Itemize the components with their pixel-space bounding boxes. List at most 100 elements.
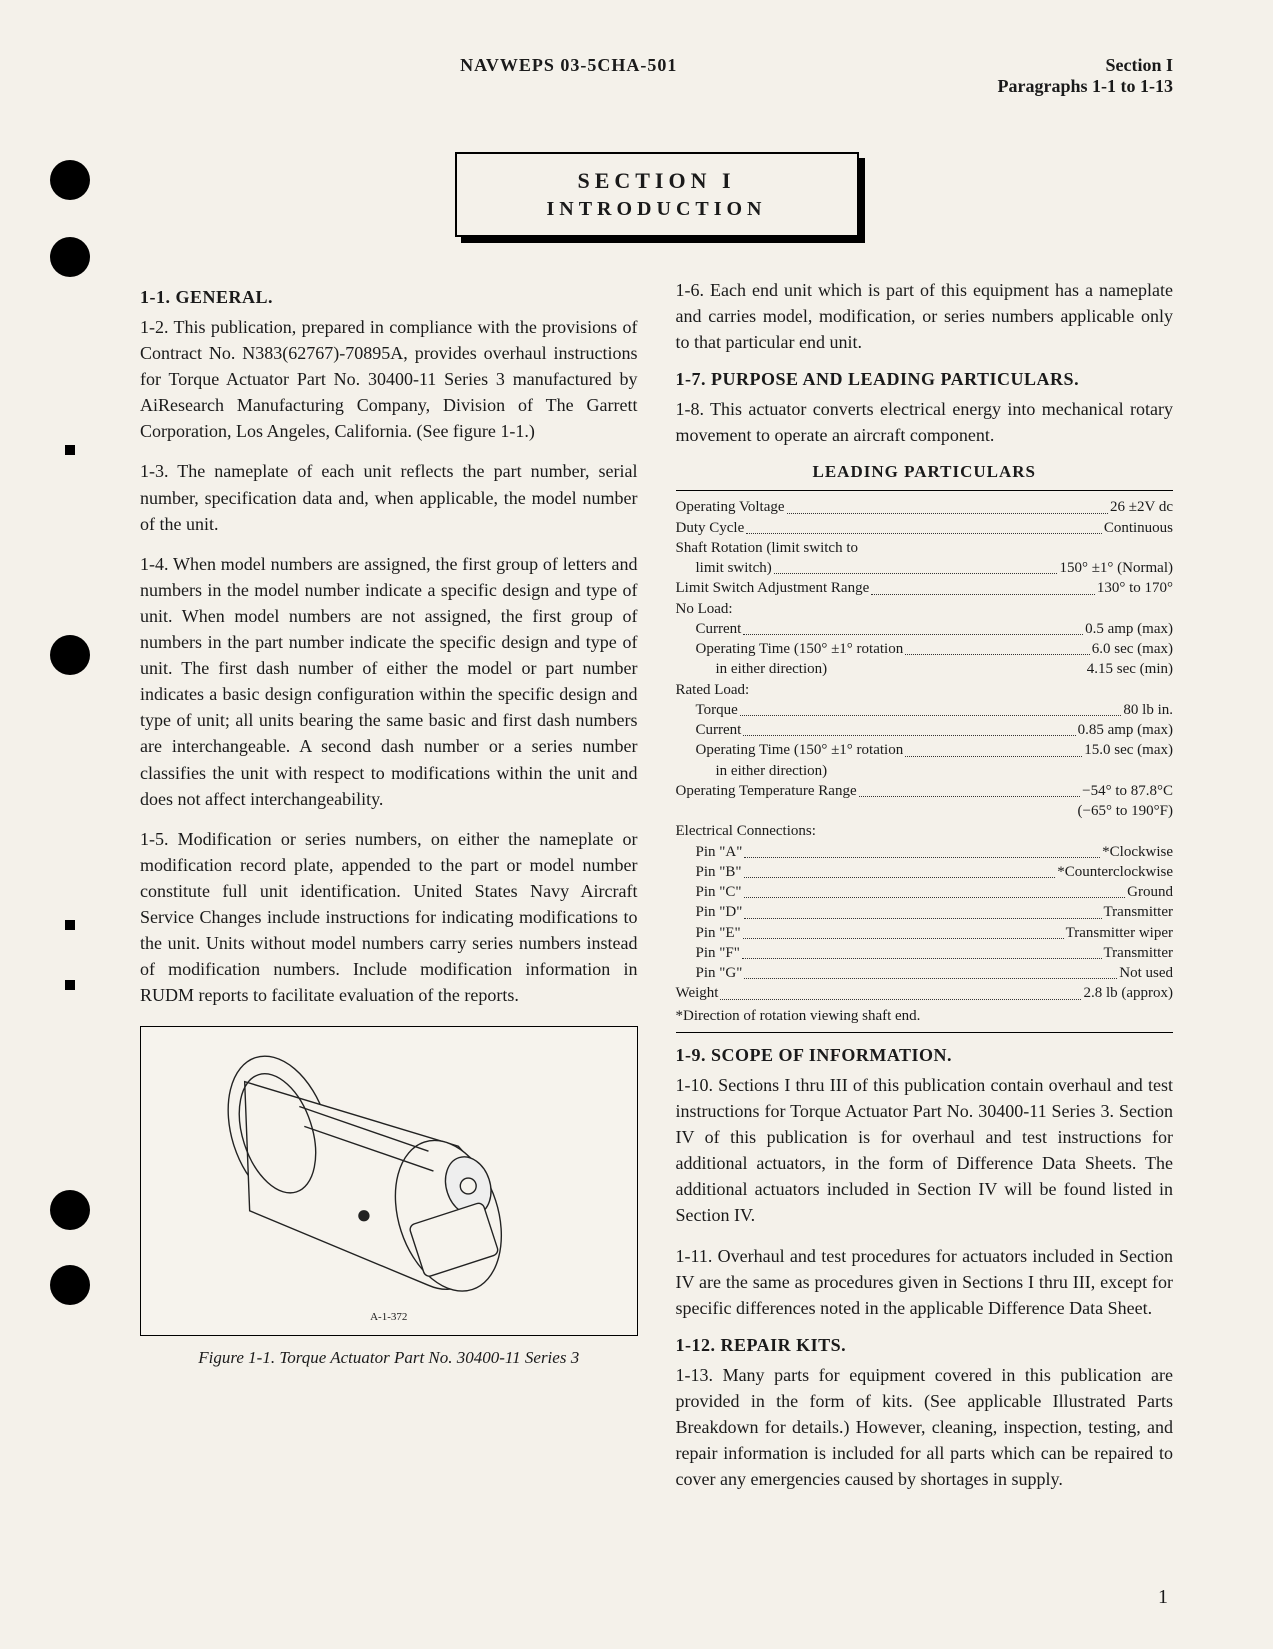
doc-id: NAVWEPS 03-5CHA-501 bbox=[460, 55, 677, 97]
spec-value: 26 ±2V dc bbox=[1110, 497, 1173, 517]
left-column: 1-1. GENERAL. 1-2. This publication, pre… bbox=[140, 277, 638, 1506]
binder-mark bbox=[65, 980, 75, 990]
spec-value: Not used bbox=[1119, 963, 1173, 983]
spec-label: Pin "D" bbox=[676, 902, 743, 922]
spec-value: Ground bbox=[1127, 882, 1173, 902]
header-para-range: Paragraphs 1-1 to 1-13 bbox=[998, 76, 1173, 97]
para-1-10: 1-10. Sections I thru III of this public… bbox=[676, 1072, 1174, 1229]
spec-label: Torque bbox=[676, 700, 738, 720]
spec-dots bbox=[743, 716, 1075, 736]
para-1-11: 1-11. Overhaul and test procedures for a… bbox=[676, 1243, 1174, 1321]
spec-value: 130° to 170° bbox=[1097, 578, 1173, 598]
spec-label: Current bbox=[676, 619, 742, 639]
section-title-box: SECTION I INTRODUCTION bbox=[455, 152, 859, 237]
spec-value: Transmitter bbox=[1104, 902, 1173, 922]
spec-dots bbox=[905, 736, 1082, 756]
spec-label: Operating Time (150° ±1° rotation bbox=[676, 639, 904, 659]
heading-1-9: 1-9. SCOPE OF INFORMATION. bbox=[676, 1045, 1174, 1066]
spec-row: Limit Switch Adjustment Range 130° to 170… bbox=[676, 578, 1174, 598]
spec-label: Operating Time (150° ±1° rotation bbox=[676, 740, 904, 760]
spec-dots bbox=[905, 635, 1090, 655]
spec-label: Pin "B" bbox=[676, 862, 742, 882]
binder-hole bbox=[50, 1265, 90, 1305]
para-1-3: 1-3. The nameplate of each unit reflects… bbox=[140, 458, 638, 536]
spec-dots bbox=[744, 878, 1126, 898]
spec-dots bbox=[742, 939, 1102, 959]
spec-dots bbox=[871, 574, 1095, 594]
right-column: 1-6. Each end unit which is part of this… bbox=[676, 277, 1174, 1506]
page: NAVWEPS 03-5CHA-501 Section I Paragraphs… bbox=[0, 0, 1273, 1649]
spec-value: 2.8 lb (approx) bbox=[1083, 983, 1173, 1003]
spec-row: Operating Temperature Range −54° to 87.8°… bbox=[676, 781, 1174, 801]
spec-label: Pin "F" bbox=[676, 943, 740, 963]
binder-mark bbox=[65, 445, 75, 455]
spec-dots bbox=[743, 919, 1064, 939]
spec-value: 15.0 sec (max) bbox=[1084, 740, 1173, 760]
spec-label: Operating Temperature Range bbox=[676, 781, 857, 801]
spec-dots bbox=[744, 898, 1101, 918]
spec-label: Pin "A" bbox=[676, 842, 743, 862]
figure-ref: A-1-372 bbox=[370, 1311, 407, 1323]
spec-dots bbox=[720, 979, 1081, 999]
spec-dots bbox=[744, 838, 1100, 858]
spec-label: Current bbox=[676, 720, 742, 740]
para-1-5: 1-5. Modification or series numbers, on … bbox=[140, 826, 638, 1009]
section-box-line2: INTRODUCTION bbox=[457, 198, 857, 221]
spec-label: Limit Switch Adjustment Range bbox=[676, 578, 870, 598]
para-1-2: 1-2. This publication, prepared in compl… bbox=[140, 314, 638, 444]
spec-value: 0.85 amp (max) bbox=[1078, 720, 1173, 740]
spec-label: Duty Cycle bbox=[676, 518, 745, 538]
leading-particulars-title: LEADING PARTICULARS bbox=[676, 462, 1174, 482]
heading-1-12: 1-12. REPAIR KITS. bbox=[676, 1335, 1174, 1356]
spec-value: 6.0 sec (max) bbox=[1092, 639, 1173, 659]
page-number: 1 bbox=[1158, 1586, 1168, 1609]
spec-value: *Clockwise bbox=[1102, 842, 1173, 862]
spec-label: in either direction) bbox=[676, 659, 828, 679]
spec-value: −54° to 87.8°C bbox=[1082, 781, 1173, 801]
spec-label: Weight bbox=[676, 983, 719, 1003]
spec-label: Rated Load: bbox=[676, 680, 750, 700]
figure-1-1: A-1-372 bbox=[140, 1026, 638, 1336]
header-section: Section I bbox=[998, 55, 1173, 76]
spec-footnote: *Direction of rotation viewing shaft end… bbox=[676, 1006, 1174, 1026]
two-column-layout: 1-1. GENERAL. 1-2. This publication, pre… bbox=[140, 277, 1173, 1506]
spec-label: Pin "E" bbox=[676, 923, 741, 943]
binder-hole bbox=[50, 635, 90, 675]
para-1-8: 1-8. This actuator converts electrical e… bbox=[676, 396, 1174, 448]
spec-dots bbox=[740, 696, 1122, 716]
spec-dots bbox=[787, 493, 1109, 513]
spec-row: Duty Cycle Continuous bbox=[676, 518, 1174, 538]
spec-row: Weight 2.8 lb (approx) bbox=[676, 983, 1174, 1003]
para-1-13: 1-13. Many parts for equipment covered i… bbox=[676, 1362, 1174, 1492]
spec-dots bbox=[743, 615, 1083, 635]
page-header: NAVWEPS 03-5CHA-501 Section I Paragraphs… bbox=[140, 55, 1173, 97]
para-1-6: 1-6. Each end unit which is part of this… bbox=[676, 277, 1174, 355]
spec-value: 0.5 amp (max) bbox=[1085, 619, 1173, 639]
spec-label: limit switch) bbox=[676, 558, 772, 578]
section-box-line1: SECTION I bbox=[457, 168, 857, 194]
binder-hole bbox=[50, 1190, 90, 1230]
heading-1-7: 1-7. PURPOSE AND LEADING PARTICULARS. bbox=[676, 369, 1174, 390]
heading-1-1: 1-1. GENERAL. bbox=[140, 287, 638, 308]
spec-value: 80 lb in. bbox=[1123, 700, 1173, 720]
spec-row: (−65° to 190°F) bbox=[676, 801, 1174, 821]
spec-label: Pin "C" bbox=[676, 882, 742, 902]
spec-dots bbox=[744, 959, 1117, 979]
figure-caption: Figure 1-1. Torque Actuator Part No. 304… bbox=[140, 1346, 638, 1370]
spec-label: No Load: bbox=[676, 599, 733, 619]
actuator-illustration bbox=[141, 1027, 637, 1335]
binder-hole bbox=[50, 160, 90, 200]
spec-row: Operating Time (150° ±1° rotation 15.0 se… bbox=[676, 740, 1174, 760]
spec-value: 4.15 sec (min) bbox=[1087, 659, 1173, 679]
binder-hole bbox=[50, 237, 90, 277]
spec-dots bbox=[774, 554, 1058, 574]
spec-label: in either direction) bbox=[676, 761, 828, 781]
spec-dots bbox=[746, 514, 1102, 534]
binder-mark bbox=[65, 920, 75, 930]
spec-value: Continuous bbox=[1104, 518, 1173, 538]
spec-row: Operating Time (150° ±1° rotation 6.0 sec… bbox=[676, 639, 1174, 659]
spec-dots bbox=[859, 777, 1081, 797]
para-1-4: 1-4. When model numbers are assigned, th… bbox=[140, 551, 638, 812]
leading-particulars-table: Operating Voltage26 ±2V dcDuty CycleCont… bbox=[676, 490, 1174, 1033]
spec-row: in either direction) 4.15 sec (min) bbox=[676, 659, 1174, 679]
